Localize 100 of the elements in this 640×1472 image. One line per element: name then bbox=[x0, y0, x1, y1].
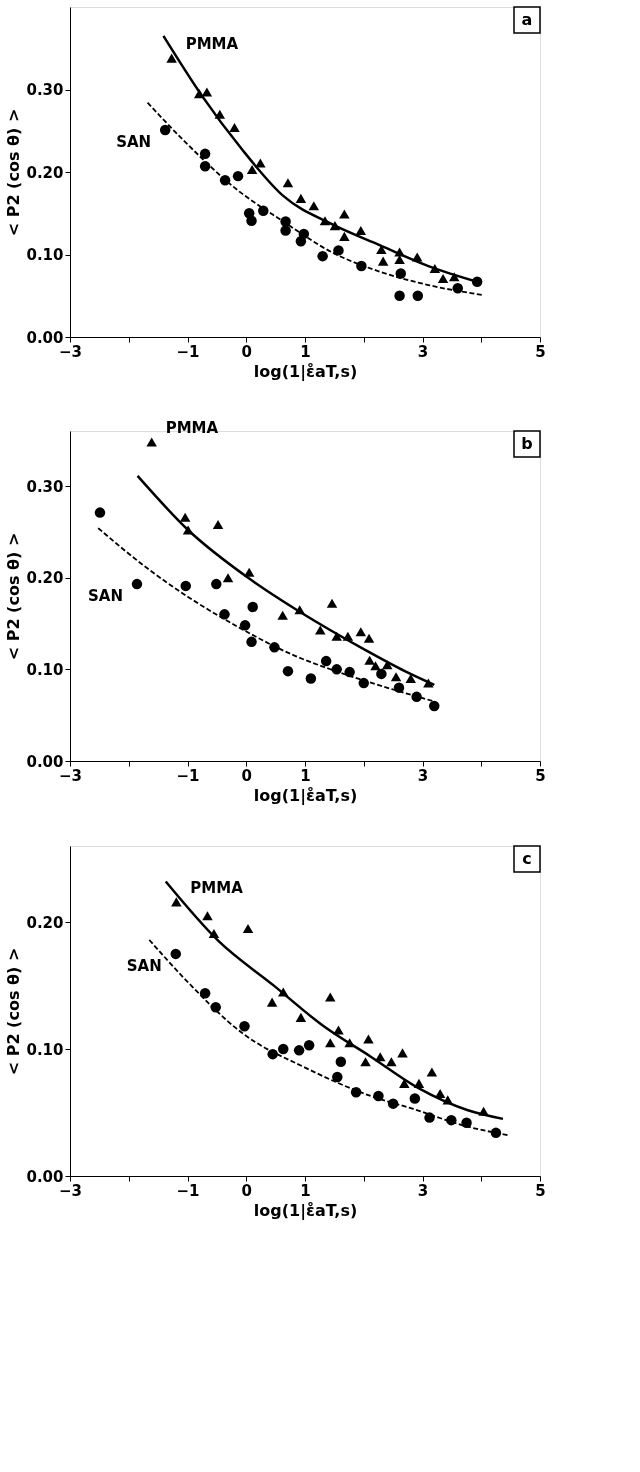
point bbox=[266, 997, 278, 1007]
annotation: c bbox=[522, 849, 532, 868]
y-axis-title: < P2 (cos θ) > bbox=[4, 947, 24, 1076]
x-tick-label: 0 bbox=[241, 766, 252, 785]
point bbox=[295, 236, 307, 247]
x-tick-label: −1 bbox=[176, 1181, 200, 1200]
point bbox=[355, 627, 367, 637]
series-label: SAN bbox=[88, 587, 123, 606]
annotation: b bbox=[521, 434, 533, 453]
point bbox=[355, 226, 367, 236]
point bbox=[390, 672, 402, 682]
point bbox=[295, 193, 307, 203]
point bbox=[386, 1057, 397, 1067]
point bbox=[344, 666, 355, 678]
point bbox=[242, 923, 254, 934]
point bbox=[320, 655, 332, 667]
point bbox=[376, 245, 387, 255]
point bbox=[370, 661, 381, 671]
x-tick-label: 5 bbox=[535, 342, 546, 361]
point bbox=[211, 578, 222, 590]
point bbox=[376, 668, 387, 680]
point bbox=[212, 519, 224, 530]
point bbox=[170, 948, 181, 960]
point bbox=[246, 164, 258, 175]
point bbox=[232, 170, 244, 182]
point bbox=[246, 215, 257, 226]
point bbox=[426, 1067, 438, 1077]
point bbox=[412, 290, 424, 301]
y-tick-label: 0.20 bbox=[26, 913, 64, 932]
y-tick-label: 0.10 bbox=[26, 1040, 64, 1059]
point bbox=[429, 700, 440, 712]
series-label: PMMA bbox=[165, 419, 219, 437]
x-tick-label: 1 bbox=[300, 766, 311, 785]
point bbox=[171, 897, 182, 907]
point bbox=[199, 148, 211, 160]
point bbox=[325, 1038, 336, 1048]
point bbox=[394, 290, 405, 301]
point bbox=[461, 1117, 472, 1128]
x-tick-label: 3 bbox=[417, 766, 429, 785]
x-tick-label: 1 bbox=[300, 1181, 311, 1200]
x-tick-label: 3 bbox=[417, 1181, 429, 1200]
point bbox=[333, 245, 344, 256]
point bbox=[437, 273, 449, 283]
point bbox=[199, 988, 211, 999]
point bbox=[229, 122, 240, 132]
point bbox=[239, 1021, 250, 1032]
point bbox=[293, 1045, 305, 1056]
line-series bbox=[136, 474, 436, 687]
point bbox=[166, 53, 177, 63]
x-tick-label: 0 bbox=[241, 342, 252, 361]
point bbox=[202, 911, 213, 921]
point bbox=[377, 256, 389, 266]
point bbox=[326, 598, 338, 608]
point bbox=[94, 507, 106, 518]
point bbox=[339, 209, 350, 219]
point bbox=[246, 636, 257, 648]
series-label: SAN bbox=[126, 956, 162, 975]
point bbox=[333, 1025, 344, 1035]
point bbox=[303, 1040, 315, 1051]
series-label: PMMA bbox=[185, 35, 239, 54]
x-tick-label: 3 bbox=[417, 342, 429, 361]
y-tick-label: 0.10 bbox=[26, 246, 64, 264]
y-tick-label: 0.10 bbox=[26, 660, 64, 679]
point bbox=[146, 437, 157, 447]
point bbox=[409, 1093, 421, 1104]
y-axis-title: < P2 (cos θ) > bbox=[4, 532, 24, 661]
point bbox=[247, 601, 258, 613]
point bbox=[471, 276, 483, 287]
y-axis-title: < P2 (cos θ) > bbox=[4, 108, 24, 237]
point bbox=[364, 655, 375, 665]
point bbox=[280, 225, 291, 236]
point bbox=[335, 1056, 347, 1067]
series-label: SAN bbox=[116, 132, 152, 151]
point bbox=[295, 1012, 307, 1022]
x-axis-title: log(1|ε̊aT,s) bbox=[253, 1200, 358, 1221]
x-tick-label: 5 bbox=[535, 1181, 546, 1200]
point bbox=[332, 1071, 343, 1083]
point bbox=[282, 665, 294, 677]
y-tick-label: 0.30 bbox=[26, 81, 64, 99]
y-tick-label: 0.20 bbox=[26, 163, 64, 182]
point bbox=[131, 578, 143, 590]
point bbox=[222, 573, 234, 583]
y-tick-label: 0.20 bbox=[26, 569, 64, 588]
series-label: PMMA bbox=[190, 878, 244, 897]
point bbox=[239, 620, 251, 631]
point bbox=[282, 178, 294, 188]
point bbox=[308, 201, 320, 211]
point bbox=[159, 124, 171, 136]
point bbox=[305, 673, 317, 684]
x-tick-label: 0 bbox=[241, 1181, 252, 1200]
point bbox=[317, 250, 328, 262]
point bbox=[180, 580, 191, 592]
point bbox=[201, 87, 213, 97]
point bbox=[277, 610, 288, 620]
point bbox=[360, 1057, 371, 1067]
point bbox=[395, 268, 407, 279]
point bbox=[219, 609, 230, 620]
point bbox=[243, 567, 255, 577]
point bbox=[363, 1034, 374, 1044]
annotation: a bbox=[521, 10, 533, 29]
